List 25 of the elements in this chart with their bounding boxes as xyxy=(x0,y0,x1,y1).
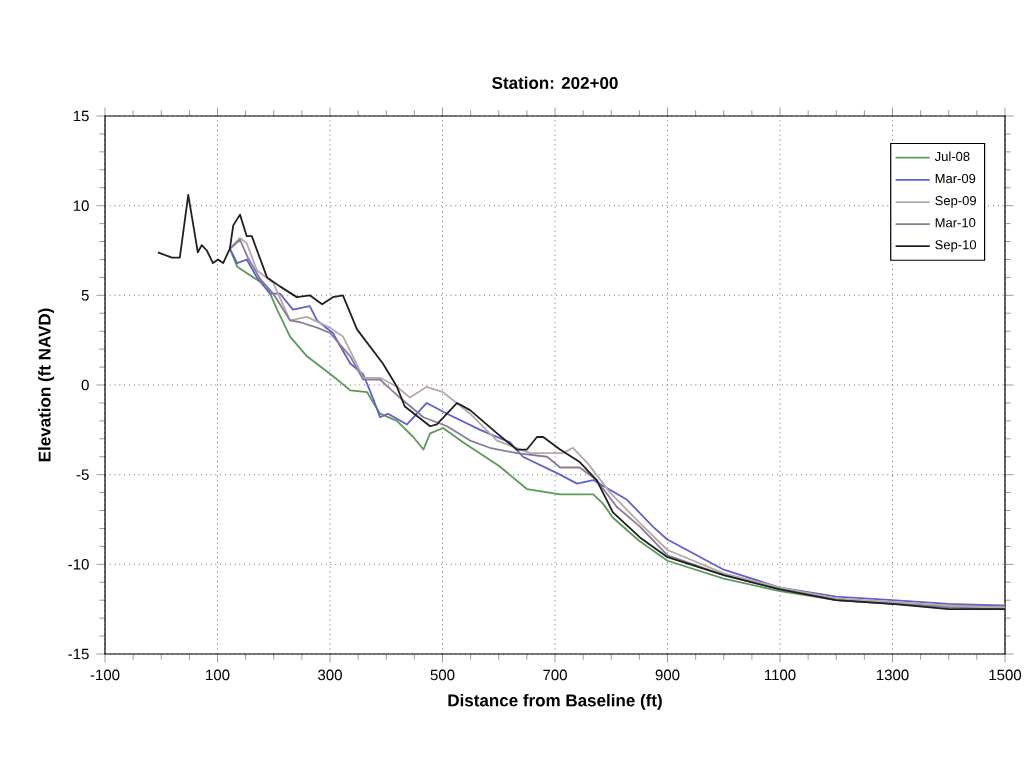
x-tick-label: 900 xyxy=(655,669,680,681)
legend-label: Mar-10 xyxy=(935,218,976,228)
x-axis-title: Distance from Baseline (ft) xyxy=(448,693,662,710)
x-tick-label: 700 xyxy=(543,669,567,681)
y-tick-label: -5 xyxy=(76,469,89,480)
y-tick-label: 10 xyxy=(73,200,89,211)
legend-label: Mar-09 xyxy=(935,173,976,184)
legend-label: Sep-09 xyxy=(935,196,976,208)
line-series xyxy=(156,194,1005,611)
x-tick-label: 300 xyxy=(318,669,342,681)
y-tick-label: -10 xyxy=(68,559,89,570)
x-tick-label: -100 xyxy=(90,669,120,681)
y-tick-label: 5 xyxy=(81,290,89,301)
legend-label: Sep-10 xyxy=(935,240,977,252)
x-tick-label: 500 xyxy=(430,669,455,681)
x-tick-label: 100 xyxy=(206,669,230,681)
y-tick-label: -15 xyxy=(68,648,89,660)
x-tick-label: 1100 xyxy=(765,669,796,681)
legend-label: Jul-08 xyxy=(934,151,970,162)
y-tick-label: 15 xyxy=(73,110,89,122)
x-tick-label: 1500 xyxy=(989,669,1022,681)
y-tick-label: 0 xyxy=(81,379,89,391)
chart-title: Station: 202+00 xyxy=(492,76,618,89)
x-tick-label: 1300 xyxy=(876,669,909,681)
y-axis-title: Elevation (ft NAVD) xyxy=(38,308,54,462)
